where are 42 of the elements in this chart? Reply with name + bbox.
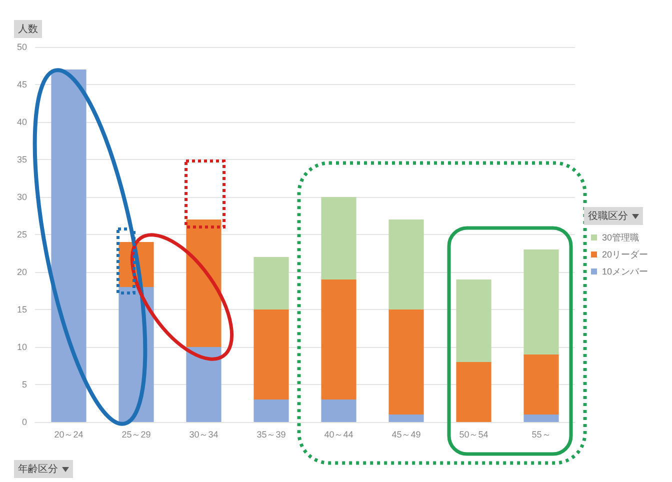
bar bbox=[51, 70, 86, 422]
bar bbox=[186, 220, 222, 347]
bar bbox=[321, 197, 356, 280]
legend-label: 10メンバー bbox=[602, 266, 648, 276]
bar bbox=[524, 250, 559, 354]
x-axis-title: 年齢区分 bbox=[18, 464, 58, 475]
x-tick-label: 40～44 bbox=[324, 430, 354, 440]
x-tick-label: 30～34 bbox=[189, 430, 218, 440]
bar bbox=[254, 400, 289, 422]
x-tick-label: 55～ bbox=[532, 430, 551, 440]
bar bbox=[524, 414, 559, 422]
y-tick-label: 15 bbox=[16, 304, 27, 314]
bar bbox=[388, 310, 424, 414]
legend-label: 30管理職 bbox=[602, 232, 640, 242]
y-tick-label: 30 bbox=[16, 192, 27, 202]
bar bbox=[388, 414, 424, 422]
y-tick-label: 5 bbox=[22, 380, 27, 390]
bar bbox=[524, 354, 559, 414]
bar bbox=[254, 310, 289, 400]
bar bbox=[321, 400, 356, 422]
y-tick-label: 50 bbox=[16, 42, 27, 52]
x-tick-label: 50～54 bbox=[459, 430, 488, 440]
y-tick-label: 20 bbox=[16, 267, 27, 277]
y-axis-title: 人数 bbox=[18, 24, 38, 35]
bar bbox=[186, 347, 222, 422]
y-tick-label: 40 bbox=[16, 117, 27, 127]
x-tick-label: 35～39 bbox=[256, 430, 286, 440]
x-tick-label: 20～24 bbox=[54, 430, 84, 440]
y-tick-label: 45 bbox=[16, 80, 27, 90]
y-tick-label: 25 bbox=[16, 230, 27, 240]
y-tick-label: 35 bbox=[16, 154, 27, 164]
y-tick-label: 10 bbox=[16, 342, 27, 352]
bar bbox=[321, 280, 356, 400]
x-tick-label: 45～49 bbox=[392, 430, 421, 440]
x-tick-label: 25～29 bbox=[122, 430, 151, 440]
bar bbox=[456, 362, 492, 422]
y-tick-label: 0 bbox=[22, 417, 27, 427]
legend-title: 役職区分 bbox=[588, 211, 628, 222]
bar bbox=[254, 257, 289, 310]
legend-label: 20リーダー bbox=[602, 250, 648, 260]
bar bbox=[456, 280, 492, 362]
bar bbox=[388, 220, 424, 310]
